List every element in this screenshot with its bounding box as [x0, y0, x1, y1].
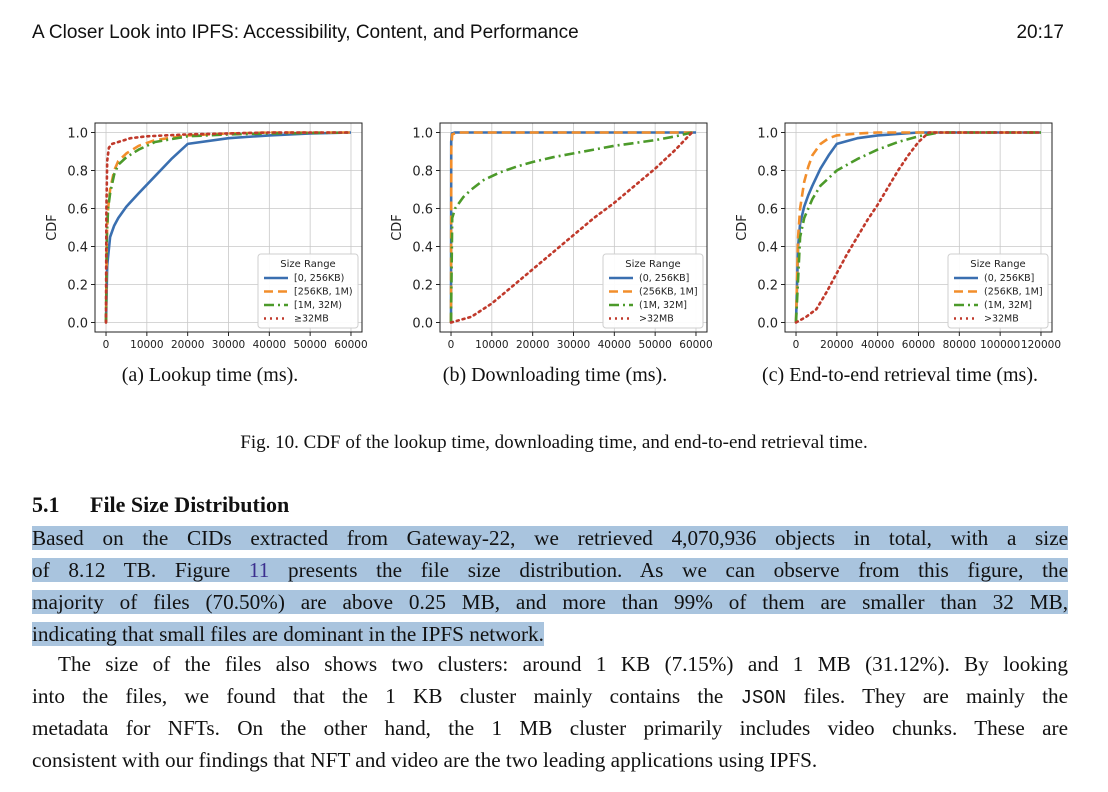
y-tick-label: 0.8 — [67, 165, 88, 180]
legend-box — [602, 253, 704, 329]
legend-entry: (1M, 32M] — [984, 300, 1032, 311]
legend-entry: (1M, 32M] — [639, 300, 687, 311]
x-tick-label: 10000 — [130, 339, 163, 351]
y-tick-label: 0.0 — [412, 317, 433, 332]
x-tick-label: 40000 — [253, 339, 286, 351]
x-tick-label: 20000 — [516, 339, 549, 351]
legend-entry: (256KB, 1M] — [984, 287, 1043, 298]
text-line: into the files, we found that the 1 KB c… — [32, 684, 1068, 709]
x-tick-label: 60000 — [902, 339, 935, 351]
figure-caption: Fig. 10. CDF of the lookup time, downloa… — [240, 432, 868, 453]
chart-lookup-time: 0 10000 20000 30000 40000 50000 60000 0.0 0.2 0.4… — [45, 122, 368, 351]
series-line — [104, 131, 352, 323]
x-tick-label: 50000 — [293, 339, 326, 351]
section-heading: 5.1 File Size Distribution — [32, 492, 289, 518]
paragraph-highlighted: Based on the CIDs extracted from Gateway… — [32, 522, 1068, 650]
legend-entry: >32MB — [984, 314, 1019, 325]
y-axis-label: CDF — [45, 214, 60, 241]
chart-panel-b: 0 10000 20000 30000 40000 50000 60000 0.0 0.2 0.4… — [385, 110, 725, 410]
y-tick-label: 0.8 — [412, 165, 433, 180]
y-tick-label: 0.4 — [67, 241, 88, 256]
series-line — [449, 131, 693, 323]
subcaption-a: (a) Lookup time (ms). — [121, 364, 299, 386]
y-tick-label: 0.6 — [67, 203, 88, 218]
code-json: JSON — [740, 687, 787, 709]
page-number: 20:17 — [1016, 22, 1064, 43]
x-tick-label: 60000 — [334, 339, 367, 351]
y-tick-label: 0.2 — [757, 279, 778, 294]
legend-entry: [256KB, 1M) — [294, 287, 353, 298]
y-tick-label: 0.8 — [757, 165, 778, 180]
text-line: indicating that small files are dominant… — [32, 622, 544, 646]
y-tick-label: 0.4 — [412, 241, 433, 256]
legend-box — [257, 253, 359, 329]
series-line — [449, 131, 694, 324]
y-tick-label: 1.0 — [412, 127, 433, 142]
x-tick-label: 60000 — [679, 339, 712, 351]
text-line: majority of files (70.50%) are above 0.2… — [32, 590, 1068, 614]
legend-box — [947, 253, 1049, 329]
y-axis-label: CDF — [390, 214, 405, 241]
legend-entry: (256KB, 1M] — [639, 287, 698, 298]
x-tick-label: 40000 — [861, 339, 894, 351]
text-line: consistent with our findings that NFT an… — [32, 748, 818, 772]
x-tick-label: 20000 — [171, 339, 204, 351]
paragraph-body: The size of the files also shows two clu… — [32, 648, 1068, 776]
x-tick-label: 0 — [793, 339, 800, 351]
section-number: 5.1 — [32, 492, 60, 517]
series-line — [794, 131, 1041, 323]
legend-entry: ≥32MB — [294, 314, 329, 325]
series-line — [794, 131, 1041, 323]
text-line: Based on the CIDs extracted from Gateway… — [32, 526, 1068, 550]
y-tick-label: 0.0 — [67, 317, 88, 332]
x-tick-label: 0 — [103, 339, 110, 351]
text-line: metadata for NFTs. On the other hand, th… — [32, 716, 1068, 740]
subcaption-c: (c) End-to-end retrieval time (ms). — [762, 364, 1038, 386]
x-tick-label: 80000 — [943, 339, 976, 351]
subcaption-b: (b) Downloading time (ms). — [442, 364, 668, 386]
x-tick-label: 40000 — [598, 339, 631, 351]
y-tick-label: 0.6 — [757, 203, 778, 218]
legend-entry: (0, 256KB] — [639, 273, 689, 284]
y-tick-label: 1.0 — [67, 127, 88, 142]
y-axis-label: CDF — [735, 214, 750, 241]
y-tick-label: 0.6 — [412, 203, 433, 218]
text-line: of 8.12 TB. Figure 11 presents the file … — [32, 558, 1068, 582]
legend-title: Size Range — [280, 259, 335, 270]
running-head: A Closer Look into IPFS: Accessibility, … — [32, 22, 1064, 50]
chart-downloading-time: 0 10000 20000 30000 40000 50000 60000 0.0 0.2 0.4… — [390, 122, 713, 351]
x-tick-label: 0 — [448, 339, 455, 351]
x-tick-label: 120000 — [1021, 339, 1061, 351]
legend-title: Size Range — [625, 259, 680, 270]
legend-entry: >32MB — [639, 314, 674, 325]
x-tick-label: 20000 — [820, 339, 853, 351]
y-tick-label: 0.4 — [757, 241, 778, 256]
legend-title: Size Range — [970, 259, 1025, 270]
series-line — [104, 131, 352, 323]
x-tick-label: 30000 — [212, 339, 245, 351]
y-tick-label: 1.0 — [757, 127, 778, 142]
chart-end-to-end-time: 0 20000 40000 60000 80000 100000 120000 0.0 0.2 0… — [735, 122, 1061, 351]
section-title: File Size Distribution — [90, 492, 290, 517]
x-tick-label: 10000 — [475, 339, 508, 351]
figure-ref-link[interactable]: 11 — [248, 558, 270, 582]
legend-entry: (0, 256KB] — [984, 273, 1034, 284]
running-head-title: A Closer Look into IPFS: Accessibility, … — [32, 22, 579, 43]
legend-entry: [1M, 32M) — [294, 300, 342, 311]
x-tick-label: 50000 — [638, 339, 671, 351]
series-line — [104, 131, 353, 324]
x-tick-label: 30000 — [557, 339, 590, 351]
y-tick-label: 0.2 — [67, 279, 88, 294]
figure-10: 0 10000 20000 30000 40000 50000 60000 0.0 0.2 0.4… — [40, 110, 1070, 410]
series-line — [794, 131, 1043, 324]
chart-panel-a: 0 10000 20000 30000 40000 50000 60000 0.0 0.2 0.4… — [40, 110, 380, 410]
legend-entry: [0, 256KB) — [294, 273, 344, 284]
y-tick-label: 0.0 — [757, 317, 778, 332]
y-tick-label: 0.2 — [412, 279, 433, 294]
x-tick-label: 100000 — [980, 339, 1020, 351]
chart-panel-c: 0 20000 40000 60000 80000 100000 120000 0.0 0.2 0… — [730, 110, 1070, 410]
text-line: The size of the files also shows two clu… — [58, 652, 1068, 676]
series-line — [449, 131, 696, 323]
